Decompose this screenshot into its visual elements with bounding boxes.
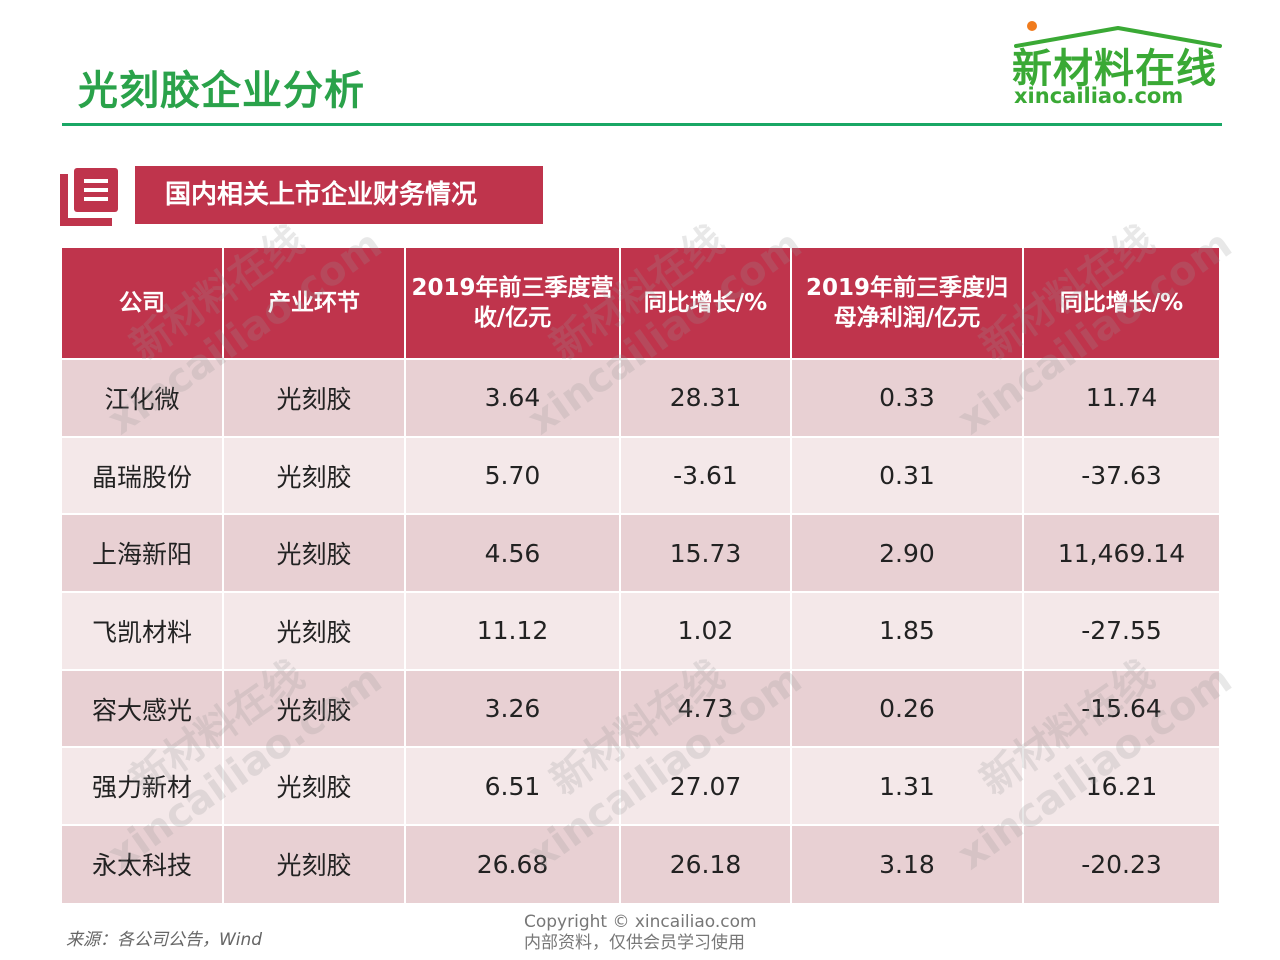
brand-logo: 新材料在线 xincailiao.com xyxy=(1008,18,1228,110)
table-row: 飞凯材料 光刻胶 11.12 1.02 1.85 -27.55 xyxy=(62,591,1219,670)
cell-profit-growth: 16.21 xyxy=(1022,746,1219,826)
cell-company: 江化微 xyxy=(62,358,223,437)
cell-revenue-growth: 15.73 xyxy=(619,513,791,593)
cell-net-profit: 1.85 xyxy=(790,591,1023,670)
cell-revenue-growth: 28.31 xyxy=(619,358,791,437)
document-icon xyxy=(60,168,118,226)
cell-revenue: 3.64 xyxy=(404,358,620,437)
cell-net-profit: 2.90 xyxy=(790,513,1023,593)
cell-revenue-growth: 1.02 xyxy=(619,591,791,670)
cell-revenue: 4.56 xyxy=(404,513,620,593)
cell-net-profit: 1.31 xyxy=(790,746,1023,826)
cell-revenue: 3.26 xyxy=(404,668,620,748)
cell-profit-growth: -27.55 xyxy=(1022,591,1219,670)
cell-profit-growth: 11,469.14 xyxy=(1022,513,1219,593)
logo-english-text: xincailiao.com xyxy=(1014,84,1184,108)
cell-profit-growth: 11.74 xyxy=(1022,358,1219,437)
header-profit-growth: 同比增长/% xyxy=(1022,248,1219,359)
cell-net-profit: 0.33 xyxy=(790,358,1023,437)
logo-chinese-text: 新材料在线 xyxy=(1012,46,1217,92)
cell-company: 容大感光 xyxy=(62,668,223,748)
cell-segment: 光刻胶 xyxy=(222,435,405,515)
table-row: 容大感光 光刻胶 3.26 4.73 0.26 -15.64 xyxy=(62,668,1219,748)
cell-segment: 光刻胶 xyxy=(222,668,405,748)
cell-company: 上海新阳 xyxy=(62,513,223,593)
header-company: 公司 xyxy=(62,248,223,359)
header-revenue-growth: 同比增长/% xyxy=(619,248,791,359)
cell-revenue-growth: -3.61 xyxy=(619,435,791,515)
cell-revenue-growth: 26.18 xyxy=(619,824,791,903)
cell-revenue: 11.12 xyxy=(404,591,620,670)
cell-profit-growth: -37.63 xyxy=(1022,435,1219,515)
cell-company: 晶瑞股份 xyxy=(62,435,223,515)
header-segment: 产业环节 xyxy=(222,248,405,359)
table-row: 强力新材 光刻胶 6.51 27.07 1.31 16.21 xyxy=(62,746,1219,826)
table-row: 永太科技 光刻胶 26.68 26.18 3.18 -20.23 xyxy=(62,824,1219,903)
usage-notice: 内部资料，仅供会员学习使用 xyxy=(524,933,745,953)
table-header-row: 公司 产业环节 2019年前三季度营收/亿元 同比增长/% 2019年前三季度归… xyxy=(62,248,1219,359)
cell-company: 飞凯材料 xyxy=(62,591,223,670)
cell-segment: 光刻胶 xyxy=(222,513,405,593)
header-net-profit: 2019年前三季度归母净利润/亿元 xyxy=(790,248,1023,359)
header-revenue: 2019年前三季度营收/亿元 xyxy=(404,248,620,359)
table-row: 上海新阳 光刻胶 4.56 15.73 2.90 11,469.14 xyxy=(62,513,1219,593)
financial-table: 公司 产业环节 2019年前三季度营收/亿元 同比增长/% 2019年前三季度归… xyxy=(62,248,1219,903)
cell-profit-growth: -20.23 xyxy=(1022,824,1219,903)
cell-segment: 光刻胶 xyxy=(222,746,405,826)
cell-segment: 光刻胶 xyxy=(222,824,405,903)
cell-revenue: 6.51 xyxy=(404,746,620,826)
title-divider xyxy=(62,123,1222,126)
cell-segment: 光刻胶 xyxy=(222,358,405,437)
cell-profit-growth: -15.64 xyxy=(1022,668,1219,748)
cell-net-profit: 0.31 xyxy=(790,435,1023,515)
section-title: 国内相关上市企业财务情况 xyxy=(135,166,543,224)
cell-net-profit: 3.18 xyxy=(790,824,1023,903)
cell-company: 强力新材 xyxy=(62,746,223,826)
cell-revenue-growth: 27.07 xyxy=(619,746,791,826)
cell-segment: 光刻胶 xyxy=(222,591,405,670)
page-title: 光刻胶企业分析 xyxy=(78,68,365,114)
table-row: 江化微 光刻胶 3.64 28.31 0.33 11.74 xyxy=(62,358,1219,437)
source-note: 来源：各公司公告，Wind xyxy=(66,930,263,950)
copyright-notice: Copyright © xincailiao.com 内部资料，仅供会员学习使用 xyxy=(524,912,757,954)
table-row: 晶瑞股份 光刻胶 5.70 -3.61 0.31 -37.63 xyxy=(62,435,1219,515)
cell-revenue: 26.68 xyxy=(404,824,620,903)
cell-revenue-growth: 4.73 xyxy=(619,668,791,748)
cell-revenue: 5.70 xyxy=(404,435,620,515)
cell-net-profit: 0.26 xyxy=(790,668,1023,748)
cell-company: 永太科技 xyxy=(62,824,223,903)
roof-icon xyxy=(1014,21,1222,48)
copyright-line: Copyright © xincailiao.com xyxy=(524,912,757,932)
